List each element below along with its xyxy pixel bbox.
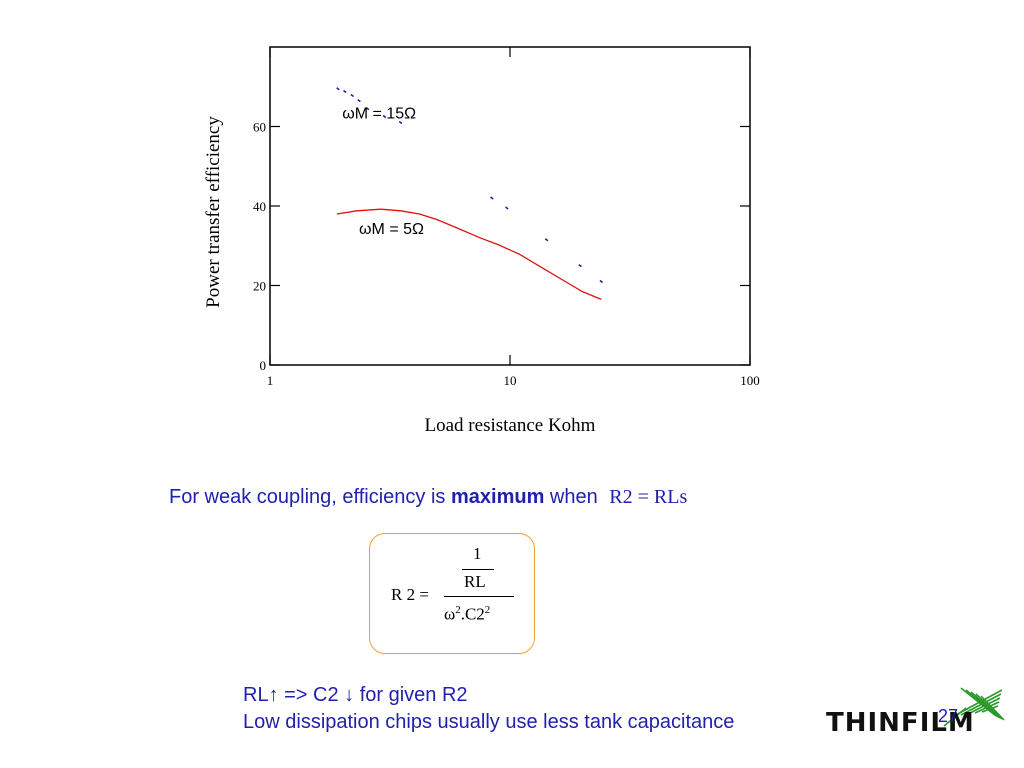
series-0-point-10 xyxy=(578,263,582,268)
exponent-2: 2 xyxy=(484,604,491,616)
x-axis-label: Load resistance Kohm xyxy=(425,415,596,436)
inner-fraction-bar xyxy=(462,569,494,570)
series-0-point-5 xyxy=(382,114,387,119)
page-number: 27 xyxy=(938,706,959,726)
series-0-point-7 xyxy=(490,196,494,200)
ticks-layer: 0 20 40 60 1 10 100 xyxy=(253,47,760,388)
x-tick-label-0: 1 xyxy=(267,373,274,388)
caption-middle: when xyxy=(544,486,604,508)
annotation-layer: ωM = 15Ω ωM = 5Ω xyxy=(342,106,424,238)
y-tick-label-3: 60 xyxy=(253,120,266,135)
note-line-2: Low dissipation chips usually use less t… xyxy=(243,711,735,733)
y-tick-label-0: 0 xyxy=(260,358,267,373)
series-0-point-11 xyxy=(599,279,604,284)
logo-mesh-icon xyxy=(943,687,1005,727)
x-tick-label-1: 10 xyxy=(504,373,517,388)
annotation-1: ωM = 5Ω xyxy=(359,221,424,238)
series-layer xyxy=(336,87,604,301)
caption-prefix: For weak coupling, efficiency is xyxy=(169,486,451,508)
formula-outer-numerator: 1 xyxy=(473,544,482,563)
omega-symbol: ω xyxy=(444,604,456,624)
logo-text: THINFILM xyxy=(826,708,975,738)
formula-inner-denominator: RL xyxy=(464,572,486,591)
series-0-point-8 xyxy=(505,206,509,210)
thinfilm-logo: THINFILM xyxy=(826,686,1006,746)
series-0-point-4 xyxy=(365,106,370,111)
main-fraction-bar xyxy=(444,596,514,597)
series-0-point-3 xyxy=(357,99,361,103)
note-line-1: RL↑ => C2 ↓ for given R2 xyxy=(243,684,468,706)
series-0-point-6 xyxy=(398,120,403,125)
y-axis-label: Power transfer efficiency xyxy=(203,116,224,308)
caption: For weak coupling, efficiency is maximum… xyxy=(169,486,687,509)
notes: RL↑ => C2 ↓ for given R2 Low dissipation… xyxy=(243,682,734,736)
series-1 xyxy=(336,208,602,301)
caption-bold: maximum xyxy=(450,486,545,508)
formula-box: R 2 = 1 RL ω2.C22 xyxy=(369,533,535,654)
y-tick-label-2: 40 xyxy=(253,199,266,214)
series-1-line xyxy=(336,208,602,301)
series-0-point-0 xyxy=(336,87,340,91)
formula-denominator: ω2.C22 xyxy=(444,604,490,625)
series-0 xyxy=(336,87,604,284)
series-0-point-9 xyxy=(544,238,549,242)
exponent-1: 2 xyxy=(455,604,461,616)
formula-lhs: R 2 = xyxy=(391,585,429,604)
series-0-point-2 xyxy=(350,93,354,98)
efficiency-chart: 0 20 40 60 1 10 100 ωM = 15Ω ωM = 5Ω Load resis… xyxy=(203,46,760,436)
x-tick-label-2: 100 xyxy=(740,373,760,388)
caption-math: R2 = RLs xyxy=(609,486,688,508)
series-0-point-1 xyxy=(343,89,347,94)
denominator-c2: .C2 xyxy=(460,604,485,624)
y-tick-label-1: 20 xyxy=(253,279,266,294)
annotation-0: ωM = 15Ω xyxy=(342,106,416,123)
plot-frame xyxy=(269,46,751,366)
